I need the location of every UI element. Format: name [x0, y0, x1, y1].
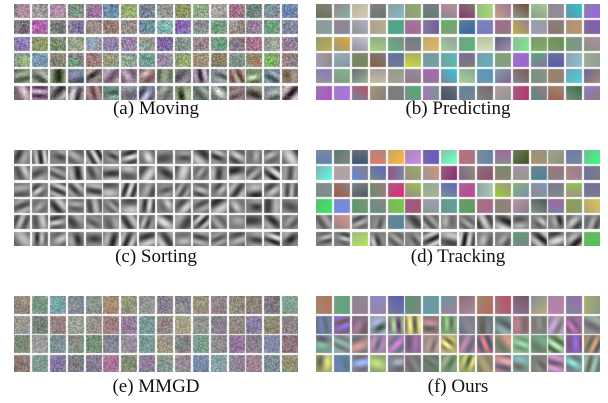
filter-grid-ours: (f) Ours — [316, 296, 600, 400]
filter-grid-image-ours — [316, 296, 600, 372]
panel-caption-ours: (f) Ours — [427, 376, 489, 397]
panel-caption-moving: (a) Moving — [112, 98, 199, 119]
panel-caption-sorting: (c) Sorting — [115, 246, 197, 267]
panel-caption-tracking: (d) Tracking — [410, 246, 506, 267]
panel-caption-mmgd: (e) MMGD — [112, 376, 200, 397]
filter-grid-tracking: (d) Tracking — [316, 150, 600, 268]
filter-grid-image-moving — [14, 4, 298, 100]
filter-grid-predicting: (b) Predicting — [316, 4, 600, 122]
filter-grid-image-sorting — [14, 150, 298, 246]
filter-grid-sorting: (c) Sorting — [14, 150, 298, 268]
filter-grid-mmgd: (e) MMGD — [14, 296, 298, 400]
filter-grid-image-predicting — [316, 4, 600, 100]
filter-grid-image-tracking — [316, 150, 600, 246]
panel-caption-predicting: (b) Predicting — [405, 98, 511, 119]
filter-grid-moving: (a) Moving — [14, 4, 298, 122]
filter-grid-image-mmgd — [14, 296, 298, 372]
